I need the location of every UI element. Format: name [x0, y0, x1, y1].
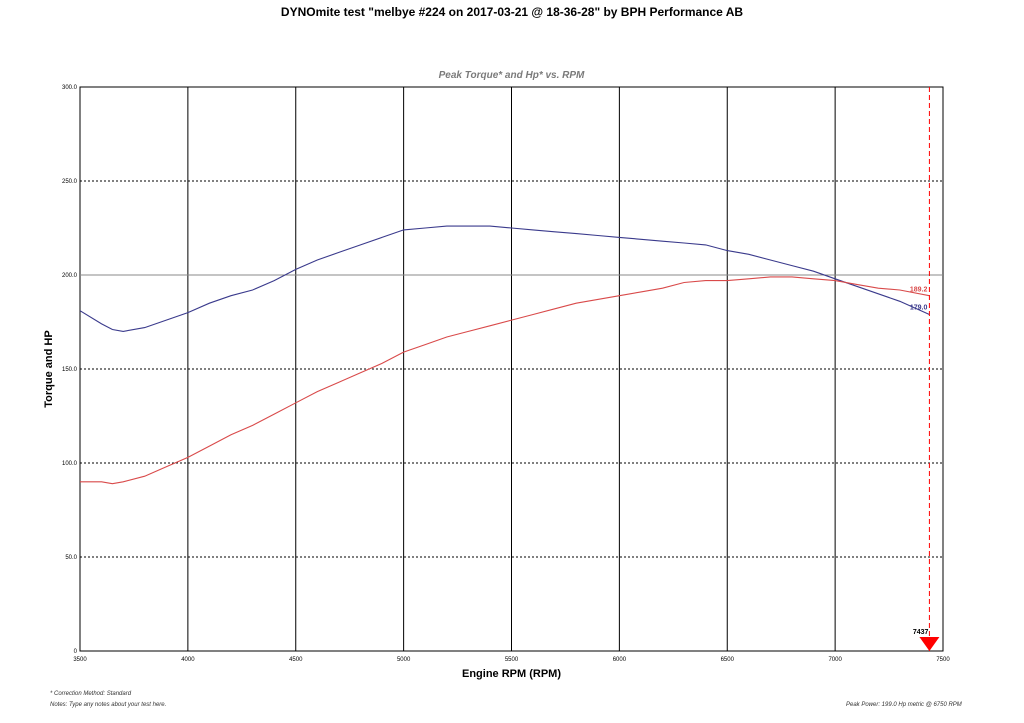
y-tick-label: 0: [74, 649, 78, 655]
chart-title: Peak Torque* and Hp* vs. RPM: [439, 70, 585, 81]
y-tick-label: 100.0: [62, 461, 78, 467]
chart-labels: 179.0 189.2 Peak Torque* and Hp* vs. RPM En…: [43, 70, 928, 680]
y-axis-label: Torque and HP: [43, 330, 55, 407]
y-tick-label: 200.0: [62, 273, 78, 279]
grid-lines: [80, 87, 943, 651]
x-tick-label: 4500: [289, 657, 303, 663]
correction-note: * Correction Method: Standard: [50, 691, 132, 697]
y-tick-label: 250.0: [62, 179, 78, 185]
hp-line: [80, 276, 930, 485]
x-tick-label: 6500: [721, 657, 735, 663]
rpm-marker-label: 7437: [913, 629, 929, 636]
notes-text: Notes: Type any notes about your test he…: [50, 702, 167, 708]
x-tick-label: 5500: [505, 657, 519, 663]
y-tick-label: 50.0: [65, 555, 77, 561]
x-axis-label: Engine RPM (RPM): [462, 668, 561, 680]
hp-end-label: 189.2: [910, 287, 928, 294]
y-tick-label: 300.0: [62, 85, 78, 91]
rpm-marker-triangle: [919, 637, 940, 651]
y-tick-label: 150.0: [62, 367, 78, 373]
x-tick-label: 7000: [828, 657, 842, 663]
rpm-marker: 7437: [913, 87, 940, 651]
peak-power-note: Peak Power: 199.0 Hp metric @ 6750 RPM: [846, 702, 962, 708]
x-tick-label: 3500: [73, 657, 87, 663]
main-title: DYNOmite test "melbye #224 on 2017-03-21…: [280, 5, 744, 19]
axis-ticks: 3500 4000 4500 5000 5500 6000 6500 7000 7500 0 50.…: [62, 85, 950, 663]
x-tick-label: 6000: [613, 657, 627, 663]
series-lines: [79, 225, 930, 485]
torque-line: [79, 225, 930, 332]
x-tick-label: 7500: [936, 657, 950, 663]
x-tick-label: 4000: [181, 657, 195, 663]
x-tick-label: 5000: [397, 657, 411, 663]
torque-end-label: 179.0: [910, 304, 928, 311]
